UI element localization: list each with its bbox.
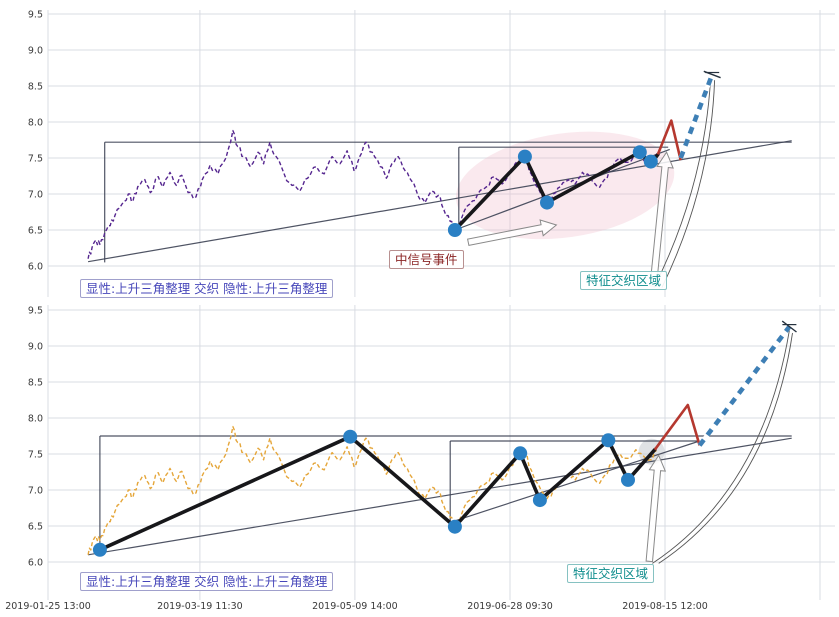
pivot-dot bbox=[632, 145, 647, 160]
leader-curve bbox=[652, 330, 790, 564]
y-tick-label: 6.5 bbox=[28, 522, 43, 533]
pivot-dot bbox=[601, 433, 616, 448]
projection-blue-line bbox=[678, 73, 715, 159]
hollow-arrow bbox=[467, 219, 558, 246]
leader-curve bbox=[661, 80, 716, 288]
y-tick-label: 9.0 bbox=[28, 46, 43, 57]
pivot-dot bbox=[447, 519, 462, 534]
pattern-guide-line bbox=[454, 148, 670, 231]
pivot-dot bbox=[517, 149, 532, 164]
projection-red-line bbox=[653, 403, 701, 451]
y-tick-label: 9.0 bbox=[28, 342, 43, 353]
y-tick-label: 7.5 bbox=[28, 154, 43, 165]
zigzag-line bbox=[98, 434, 657, 552]
y-tick-label: 7.0 bbox=[28, 190, 43, 201]
pattern-guide-line bbox=[450, 440, 700, 523]
x-tick-label: 2019-01-25 13:00 bbox=[5, 601, 91, 612]
price-line-top bbox=[87, 129, 657, 259]
price-line-bottom bbox=[87, 425, 657, 555]
leader-curve bbox=[658, 332, 793, 564]
y-tick-label: 8.5 bbox=[28, 378, 43, 389]
pivot-dot bbox=[540, 195, 554, 210]
pivot-dot bbox=[447, 223, 462, 237]
x-tick-label: 2019-05-09 14:00 bbox=[312, 601, 398, 612]
y-tick-label: 7.0 bbox=[28, 486, 43, 497]
pattern-guide-line bbox=[88, 437, 792, 556]
y-tick-label: 8.0 bbox=[28, 118, 43, 129]
y-tick-label: 7.5 bbox=[28, 450, 43, 461]
hollow-arrow bbox=[645, 454, 667, 563]
y-tick-label: 6.0 bbox=[28, 262, 43, 273]
projection-end-whisker bbox=[781, 320, 797, 333]
y-tick-label: 9.5 bbox=[28, 306, 43, 317]
pivot-dot bbox=[532, 493, 547, 508]
bottom-panel: 9.5 9.0 8.5 8.0 7.5 7.0 6.5 6.0 2019-01-25 13:00… bbox=[5, 305, 835, 612]
pivot-dot bbox=[92, 542, 107, 557]
pivot-dot bbox=[343, 429, 358, 444]
pivot-dot bbox=[621, 472, 635, 487]
leader-curve bbox=[653, 77, 712, 288]
x-tick-label: 2019-06-28 09:30 bbox=[467, 601, 553, 612]
hollow-arrow bbox=[649, 151, 674, 288]
pivot-dot bbox=[513, 446, 528, 461]
y-tick-label: 6.5 bbox=[28, 226, 43, 237]
pivot-dot bbox=[643, 154, 658, 169]
y-tick-label: 8.5 bbox=[28, 82, 43, 93]
x-tick-label: 2019-08-15 12:00 bbox=[622, 601, 708, 612]
x-tick-label: 2019-03-19 11:30 bbox=[157, 601, 243, 612]
y-tick-label: 8.0 bbox=[28, 414, 43, 425]
highlight-ellipse bbox=[455, 131, 675, 240]
y-tick-label: 6.0 bbox=[28, 558, 43, 569]
projection-underlay bbox=[697, 325, 792, 447]
projection-red-line bbox=[656, 119, 682, 161]
y-tick-label: 9.5 bbox=[28, 10, 43, 21]
pattern-guide-line bbox=[87, 140, 792, 263]
top-panel: 9.5 9.0 8.5 8.0 7.5 7.0 6.5 6.0 bbox=[28, 10, 835, 297]
